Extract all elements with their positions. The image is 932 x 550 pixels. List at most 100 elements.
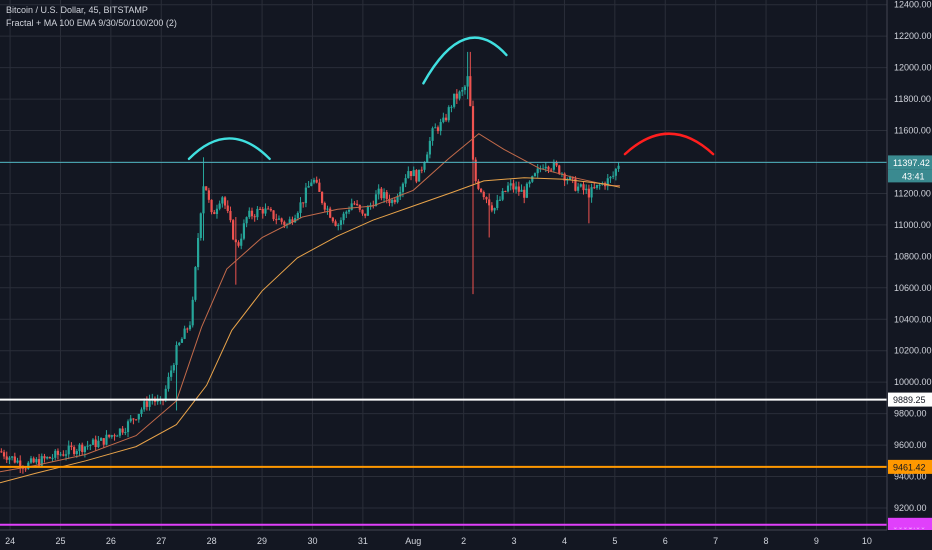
candle: [312, 177, 316, 185]
candle: [299, 197, 302, 218]
candle-body: [304, 187, 308, 204]
candle-body: [0, 451, 3, 453]
candle-body: [296, 212, 299, 219]
candle-body: [232, 220, 235, 240]
candle-body: [401, 183, 405, 192]
candle-body: [345, 211, 348, 214]
candle: [331, 216, 334, 224]
candle-body: [418, 169, 421, 182]
price-tag: 11397.42: [888, 155, 932, 170]
candle: [345, 210, 348, 218]
candle-body: [479, 188, 483, 193]
candle: [132, 418, 135, 425]
candle: [606, 174, 609, 191]
candle-body: [566, 179, 569, 181]
candle: [455, 89, 458, 105]
grid: [0, 0, 887, 530]
candle: [89, 444, 92, 451]
candle-body: [35, 459, 38, 463]
candle: [418, 169, 421, 182]
candle-body: [474, 159, 477, 182]
time-axis-bg: [0, 530, 887, 550]
candle-body: [191, 299, 194, 326]
candle: [517, 181, 520, 196]
candle: [167, 372, 170, 392]
candle: [258, 206, 262, 210]
candle: [234, 217, 237, 285]
candle-body: [205, 186, 208, 191]
candle-body: [450, 106, 453, 108]
candle-body: [563, 173, 566, 181]
candle: [595, 184, 599, 190]
price-tick-label: 10800.00: [894, 251, 932, 261]
candle-body: [264, 208, 267, 214]
candle-body: [399, 191, 402, 197]
candle: [326, 205, 329, 215]
candle-body: [515, 186, 518, 190]
candle: [315, 176, 318, 184]
candle-body: [612, 175, 615, 177]
candle-body: [558, 165, 561, 174]
candle-body: [129, 418, 132, 422]
candle: [215, 204, 219, 219]
candle-body: [533, 173, 537, 177]
candle: [153, 396, 157, 406]
candle: [426, 151, 429, 163]
candle-body: [339, 220, 343, 225]
candle: [83, 446, 86, 458]
candle: [509, 179, 512, 191]
candle: [444, 113, 448, 122]
candle-body: [27, 462, 30, 469]
candle-body: [350, 203, 353, 210]
candle-body: [19, 460, 22, 468]
candle-body: [447, 107, 450, 121]
candle: [210, 199, 213, 215]
candle-body: [469, 76, 472, 107]
candle-body: [188, 325, 192, 330]
candle: [582, 181, 585, 195]
time-tick-label: 10: [862, 536, 872, 546]
candle: [108, 434, 111, 439]
candle-body: [555, 162, 558, 166]
candle: [196, 233, 200, 271]
candle-body: [436, 127, 440, 132]
candle-body: [463, 86, 467, 91]
candle: [420, 166, 423, 174]
candle-body: [342, 213, 345, 221]
candle: [482, 190, 485, 200]
candle-body: [102, 438, 105, 445]
price-tag-bg: [888, 392, 932, 407]
candle-body: [210, 199, 213, 213]
candle-body: [56, 450, 60, 455]
candle: [272, 210, 275, 222]
candle: [350, 198, 353, 211]
candle-body: [170, 370, 173, 377]
candle-body: [148, 399, 151, 407]
candle-body: [380, 188, 383, 199]
candle: [191, 296, 194, 328]
candle-body: [393, 199, 396, 203]
candle-body: [8, 457, 11, 460]
candle: [434, 123, 437, 129]
candle-body: [523, 189, 526, 198]
candle-body: [312, 179, 316, 183]
candle: [226, 200, 229, 214]
candle: [329, 206, 332, 219]
candle-body: [78, 444, 81, 452]
candles: [0, 51, 620, 474]
candle: [35, 457, 38, 465]
candle: [178, 341, 181, 347]
candle: [294, 214, 297, 223]
candle: [280, 217, 283, 225]
candle-body: [509, 183, 512, 186]
time-tick-label: 8: [764, 536, 769, 546]
candle-body: [504, 190, 507, 192]
candle: [116, 434, 119, 437]
candle-body: [143, 401, 146, 410]
candle-body: [364, 213, 367, 216]
candle-body: [536, 168, 539, 174]
candle: [337, 223, 340, 231]
candle-body: [434, 127, 437, 129]
time-tick-label: 3: [512, 536, 517, 546]
